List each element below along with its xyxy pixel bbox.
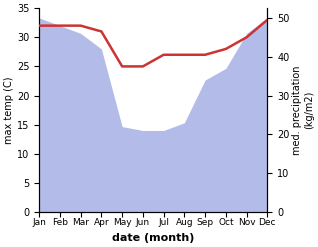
X-axis label: date (month): date (month) (112, 233, 194, 243)
Y-axis label: max temp (C): max temp (C) (4, 76, 14, 144)
Y-axis label: med. precipitation
(kg/m2): med. precipitation (kg/m2) (292, 65, 314, 155)
